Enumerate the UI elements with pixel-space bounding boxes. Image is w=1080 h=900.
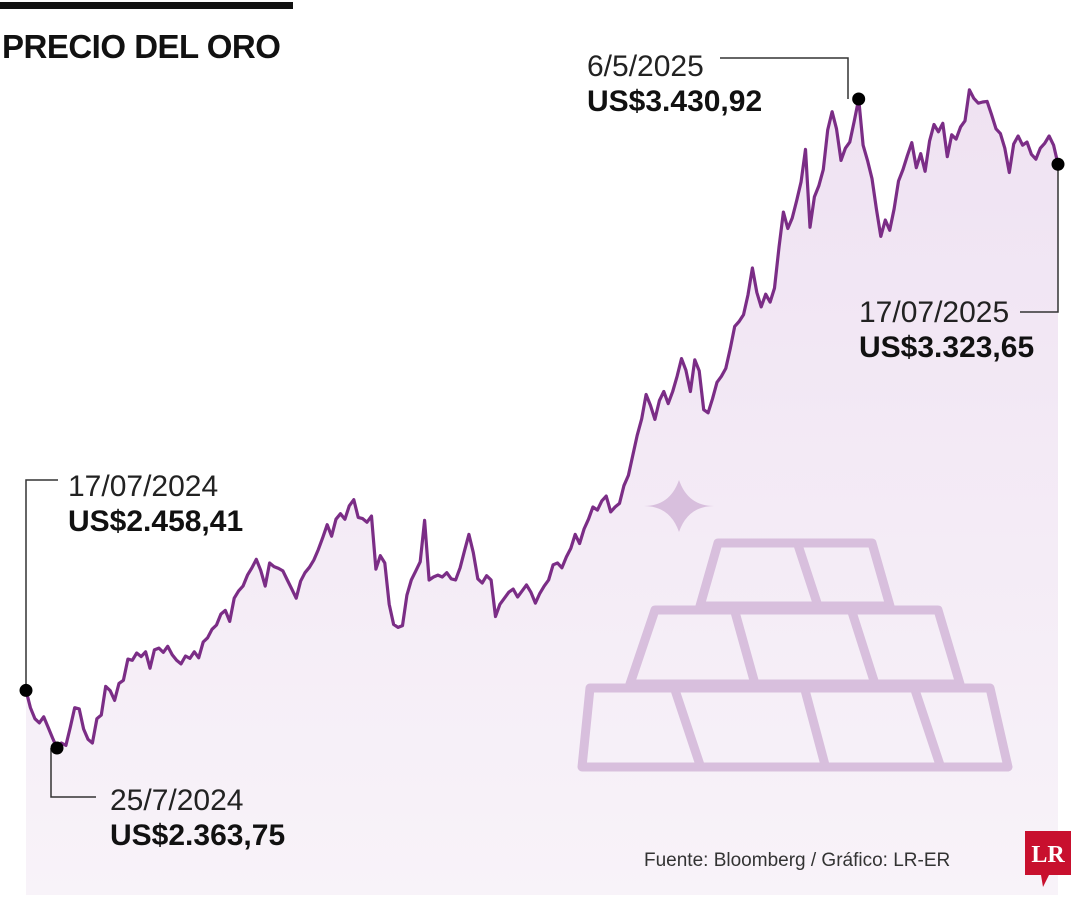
price-line [24, 88, 1060, 750]
annotation-min: 25/7/2024 US$2.363,75 [110, 786, 285, 851]
annotation-start: 17/07/2024 US$2.458,41 [68, 472, 243, 537]
gold-bars-icon [577, 480, 1013, 772]
chart-title: PRECIO DEL ORO [2, 28, 281, 65]
annotation-max-date: 6/5/2025 [587, 50, 704, 83]
annotation-start-price: US$2.458,41 [68, 505, 244, 538]
source-credit: Fuente: Bloomberg / Gráfico: LR-ER [644, 850, 951, 871]
leader-line-max [720, 57, 849, 99]
marker-start [19, 683, 33, 697]
annotation-end: 17/07/2025 US$3.323,65 [859, 298, 1034, 363]
lr-logo: LR [1025, 831, 1071, 887]
marker-end [1051, 157, 1065, 171]
marker-max [852, 92, 866, 106]
leader-line-end [1020, 163, 1059, 313]
leader-line-start [25, 479, 58, 688]
annotation-min-price: US$2.363,75 [110, 819, 286, 852]
annotation-max-price: US$3.430,92 [587, 85, 763, 118]
marker-min [50, 741, 64, 755]
annotation-start-date: 17/07/2024 [68, 470, 219, 503]
annotation-max: 6/5/2025 US$3.430,92 [587, 52, 762, 117]
annotation-end-price: US$3.323,65 [859, 331, 1035, 364]
annotation-end-date: 17/07/2025 [859, 296, 1010, 329]
annotation-min-date: 25/7/2024 [110, 784, 244, 817]
price-area [26, 89, 1058, 896]
leader-line-min [50, 748, 96, 798]
top-rule [0, 2, 293, 9]
svg-text:LR: LR [1031, 842, 1065, 868]
